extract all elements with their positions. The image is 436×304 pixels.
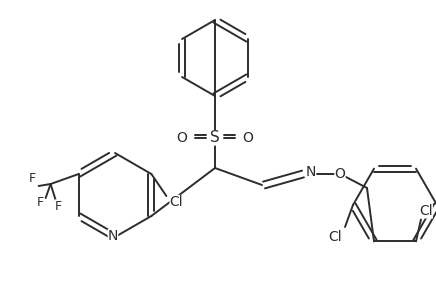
Text: Cl: Cl [170, 195, 183, 209]
Text: O: O [334, 167, 345, 181]
Text: Cl: Cl [328, 230, 342, 244]
Text: O: O [242, 131, 253, 145]
Text: S: S [210, 130, 220, 146]
Text: Cl: Cl [419, 204, 433, 218]
Text: N: N [306, 165, 316, 179]
Text: F: F [29, 172, 36, 185]
Text: F: F [37, 195, 44, 209]
Text: F: F [55, 199, 62, 212]
Text: N: N [108, 229, 118, 243]
Text: O: O [177, 131, 187, 145]
